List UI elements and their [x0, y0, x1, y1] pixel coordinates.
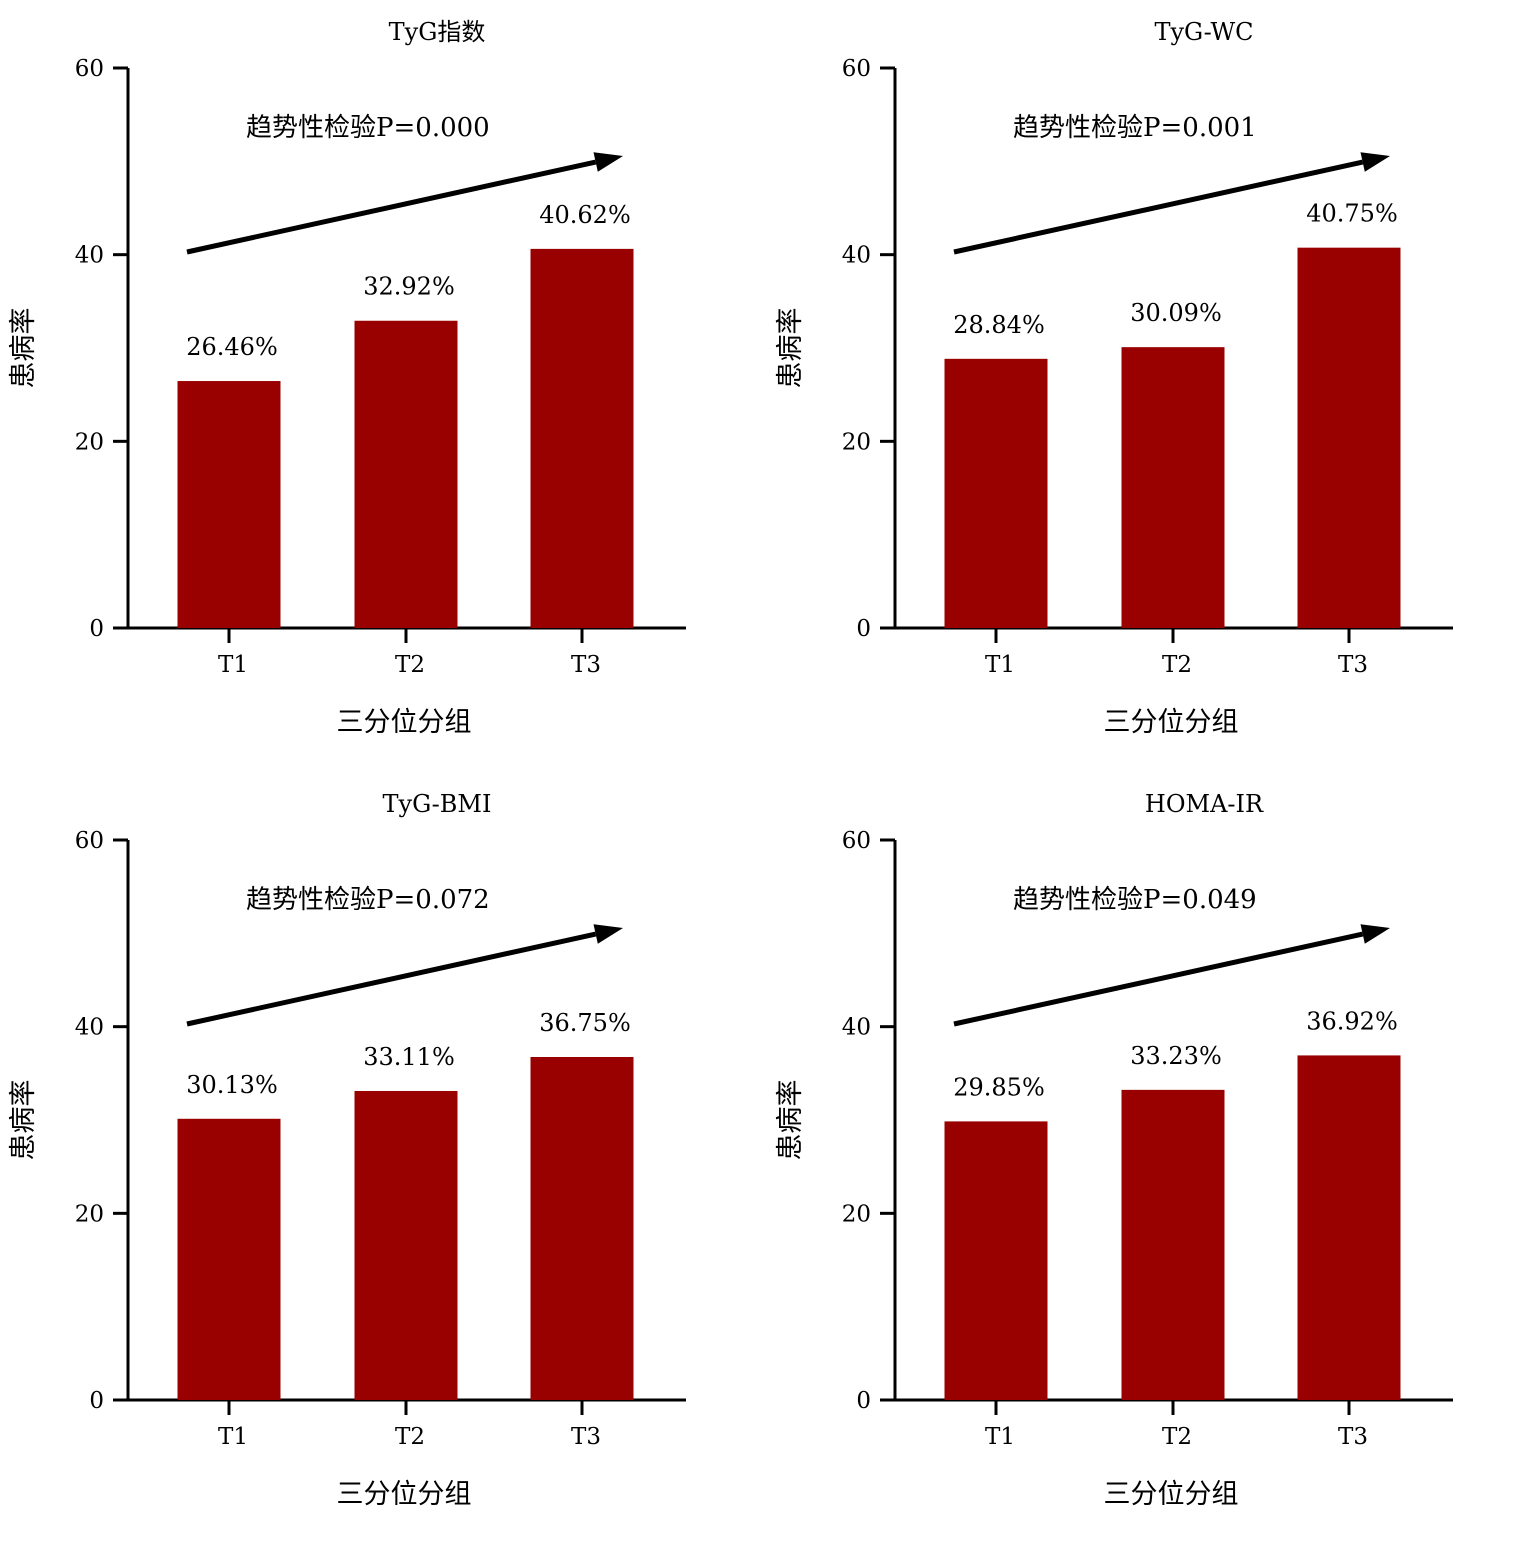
chart-panel-tyg-wc: TyG-WC 0 20 40 60 T1 28.84% T2 30.09% T3 40.75% 趋势性…: [767, 0, 1534, 771]
x-tick-label: T2: [395, 1424, 425, 1450]
y-axis-title: 患病率: [775, 308, 806, 389]
bar-chart-svg: TyG-BMI 0 20 40 60 T1 30.13% T2 33.11% T3 36.75% 趋势…: [8, 790, 686, 1510]
bar-value-label: 26.46%: [186, 333, 278, 361]
y-axis-title: 患病率: [775, 1080, 806, 1161]
x-tick-label: T2: [1162, 1424, 1192, 1450]
bar-t1: [944, 358, 1048, 628]
bar-t2: [354, 320, 458, 628]
y-tick-label: 60: [842, 56, 871, 82]
bar-t2: [1121, 347, 1225, 628]
y-tick-label: 60: [75, 828, 104, 854]
trend-arrow-head: [1360, 924, 1390, 944]
y-tick-label: 0: [856, 616, 871, 642]
bar-value-label: 40.75%: [1306, 200, 1398, 228]
bar-t3: [1297, 247, 1401, 628]
x-tick-label: T3: [1338, 652, 1368, 678]
bar-value-label: 28.84%: [953, 311, 1045, 339]
y-axis-title: 患病率: [8, 308, 39, 389]
x-tick-label: T1: [985, 652, 1015, 678]
bar-value-label: 36.92%: [1306, 1007, 1398, 1035]
bar-value-label: 36.75%: [539, 1009, 631, 1037]
bar-t2: [1121, 1089, 1225, 1400]
chart-title: TyG-WC: [1154, 18, 1253, 46]
x-tick-label: T2: [395, 652, 425, 678]
x-tick-label: T2: [1162, 652, 1192, 678]
y-tick-label: 60: [842, 828, 871, 854]
y-tick-label: 20: [75, 1201, 104, 1227]
x-tick-label: T3: [1338, 1424, 1368, 1450]
trend-arrow-head: [593, 924, 623, 944]
bar-t1: [944, 1121, 1048, 1400]
y-tick-label: 60: [75, 56, 104, 82]
chart-panel-tyg-index: TyG指数 0 20 40 60 T1 26.46% T2 32.92% T3 40.62% 趋势性检…: [0, 0, 767, 771]
y-tick-label: 40: [842, 1015, 871, 1041]
trend-test-label: 趋势性检验P=0.000: [246, 113, 490, 143]
x-tick-label: T1: [218, 652, 248, 678]
trend-test-label: 趋势性检验P=0.072: [246, 885, 490, 915]
bar-t3: [530, 248, 634, 628]
bar-t1: [177, 381, 281, 628]
y-tick-label: 0: [856, 1388, 871, 1414]
bar-t1: [177, 1118, 281, 1400]
bar-value-label: 30.09%: [1130, 299, 1222, 327]
y-tick-label: 0: [89, 616, 104, 642]
bar-t3: [1297, 1055, 1401, 1400]
x-tick-label: T3: [571, 652, 601, 678]
chart-title: TyG-BMI: [383, 790, 492, 818]
chart-panel-tyg-bmi: TyG-BMI 0 20 40 60 T1 30.13% T2 33.11% T3 36.75% 趋势…: [0, 772, 767, 1543]
chart-panel-homa-ir: HOMA-IR 0 20 40 60 T1 29.85% T2 33.23% T3 36.92% 趋势…: [767, 772, 1534, 1543]
bar-value-label: 32.92%: [363, 273, 455, 301]
bar-chart-svg: TyG-WC 0 20 40 60 T1 28.84% T2 30.09% T3 40.75% 趋势性…: [775, 18, 1453, 738]
trend-arrow-line: [186, 159, 597, 255]
y-tick-label: 0: [89, 1388, 104, 1414]
x-axis-title: 三分位分组: [1104, 1479, 1239, 1510]
y-tick-label: 20: [842, 1201, 871, 1227]
bar-t3: [530, 1057, 634, 1400]
trend-arrow-line: [953, 159, 1364, 255]
y-axis-title: 患病率: [8, 1080, 39, 1161]
bar-value-label: 30.13%: [186, 1071, 278, 1099]
y-tick-label: 40: [75, 1015, 104, 1041]
bar-value-label: 29.85%: [953, 1073, 1045, 1101]
trend-test-label: 趋势性检验P=0.049: [1013, 885, 1257, 915]
x-tick-label: T3: [571, 1424, 601, 1450]
bar-value-label: 33.11%: [363, 1043, 455, 1071]
bar-chart-svg: HOMA-IR 0 20 40 60 T1 29.85% T2 33.23% T3 36.92% 趋势…: [775, 790, 1453, 1510]
bar-value-label: 33.23%: [1130, 1042, 1222, 1070]
x-axis-title: 三分位分组: [1104, 707, 1239, 738]
x-tick-label: T1: [985, 1424, 1015, 1450]
bar-value-label: 40.62%: [539, 201, 631, 229]
x-axis-title: 三分位分组: [337, 1479, 472, 1510]
bar-t2: [354, 1090, 458, 1400]
trend-arrow-line: [186, 931, 597, 1027]
trend-test-label: 趋势性检验P=0.001: [1013, 113, 1257, 143]
bar-chart-svg: TyG指数 0 20 40 60 T1 26.46% T2 32.92% T3 40.62% 趋势性检…: [8, 18, 686, 738]
y-tick-label: 20: [75, 429, 104, 455]
chart-title: TyG指数: [389, 18, 486, 46]
chart-title: HOMA-IR: [1145, 790, 1264, 818]
trend-arrow-head: [593, 152, 623, 172]
trend-arrow-line: [953, 931, 1364, 1027]
x-axis-title: 三分位分组: [337, 707, 472, 738]
y-tick-label: 20: [842, 429, 871, 455]
y-tick-label: 40: [842, 243, 871, 269]
x-tick-label: T1: [218, 1424, 248, 1450]
y-tick-label: 40: [75, 243, 104, 269]
trend-arrow-head: [1360, 152, 1390, 172]
